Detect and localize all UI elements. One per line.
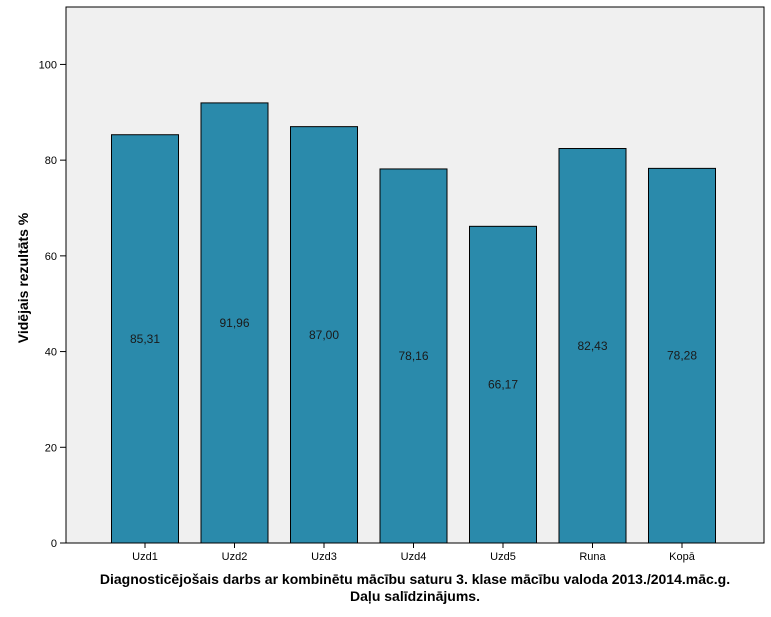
x-tick-label: Uzd3 — [311, 551, 337, 563]
x-axis-title-line-1: Diagnosticējošais darbs ar kombinētu māc… — [99, 571, 731, 587]
bar-value-label: 78,16 — [398, 349, 428, 363]
y-tick-label: 80 — [45, 155, 57, 167]
x-axis-title-line-2: Daļu salīdzinājums. — [350, 588, 480, 604]
bars: 85,31 91,96 87,00 78,16 66,17 82,43 78,28 — [111, 102, 716, 544]
bar-uzd1 — [111, 134, 179, 544]
x-tick-label: Uzd1 — [132, 551, 158, 563]
x-tick-label: Uzd5 — [490, 551, 516, 563]
bar-uzd5 — [469, 225, 537, 544]
y-tick-label: 20 — [45, 442, 57, 454]
y-tick-label: 0 — [51, 538, 57, 550]
x-tick-label: Uzd4 — [401, 551, 427, 563]
x-tick-label: Kopā — [669, 551, 696, 563]
y-tick-label: 60 — [45, 251, 57, 263]
x-tick-label: Runa — [579, 551, 606, 563]
bar-uzd2 — [200, 102, 269, 544]
y-tick-label: 40 — [45, 347, 57, 359]
y-axis: 0 20 40 60 80 100 — [39, 7, 67, 550]
bar-value-label: 66,17 — [488, 378, 518, 392]
bar-value-label: 82,43 — [577, 339, 607, 353]
x-tick-label: Uzd2 — [222, 551, 248, 563]
bar-uzd4 — [379, 168, 448, 544]
bar-runa — [558, 148, 627, 544]
bar-value-label: 87,00 — [309, 328, 339, 342]
y-tick-label: 100 — [39, 59, 57, 71]
x-axis-title: Diagnosticējošais darbs ar kombinētu māc… — [0, 571, 771, 605]
bar-value-label: 91,96 — [219, 316, 249, 330]
bar-uzd3 — [290, 126, 358, 544]
y-axis-title: Vidējais rezultāts % — [15, 212, 31, 343]
bar-value-label: 78,28 — [667, 349, 697, 363]
x-axis: Uzd1 Uzd2 Uzd3 Uzd4 Uzd5 Runa Kopā — [66, 542, 764, 563]
bar-kopā — [648, 167, 716, 544]
bar-value-label: 85,31 — [130, 332, 160, 346]
